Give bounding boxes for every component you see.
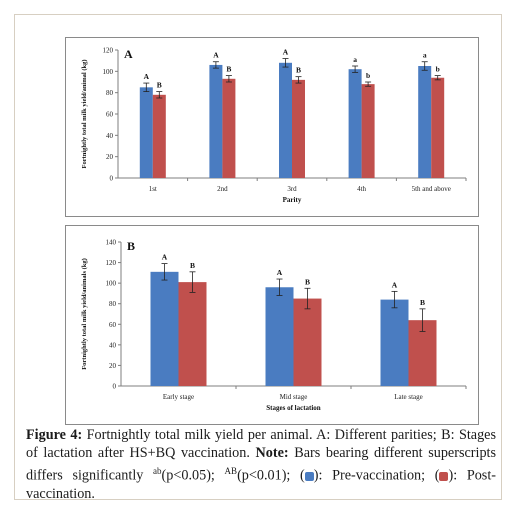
bar xyxy=(431,77,445,178)
significance-label: B xyxy=(296,66,301,75)
superscript-AB: AB xyxy=(224,466,238,476)
significance-label: B xyxy=(420,298,425,307)
significance-label: B xyxy=(157,81,162,90)
figure-frame: 0 20 40 60 80 100 120 1st A B 2nd A B 3rd A B 4th a b 5th a… xyxy=(14,14,502,500)
significance-label: b xyxy=(366,71,370,80)
chart-panel-b: 0 20 40 60 80 100 120 140 Early stage A B Mid stage… xyxy=(65,225,479,425)
bar xyxy=(178,282,207,386)
significance-label: a xyxy=(353,55,357,64)
y-tick-label: 0 xyxy=(110,175,114,183)
note-label: Note: xyxy=(255,445,289,461)
x-axis-title: Stages of lactation xyxy=(266,404,321,412)
legend-post-text: ): Post-vaccination. xyxy=(26,467,496,502)
significance-label: B xyxy=(190,261,195,270)
x-tick-label: 4th xyxy=(357,185,366,193)
caption-text-2: Bars bearing different superscripts diff… xyxy=(26,445,496,484)
significance-label: A xyxy=(277,268,283,277)
y-axis-title: Fortnightly total milk yield/animal (kg) xyxy=(81,59,88,168)
x-tick-label: Late stage xyxy=(394,393,423,401)
significance-label: A xyxy=(213,51,219,60)
figure-label: Figure 4: xyxy=(26,427,83,443)
bar xyxy=(279,62,292,178)
x-tick-label: 5th and above xyxy=(412,185,451,193)
y-tick-label: 60 xyxy=(109,321,117,329)
x-tick-label: Mid stage xyxy=(280,393,308,401)
p-value-2: (p<0.01); ( xyxy=(237,467,305,484)
y-axis-title: Fortnightly total milk yield/animals (kg… xyxy=(81,258,88,370)
bar xyxy=(293,298,322,386)
y-tick-label: 100 xyxy=(106,280,117,288)
pre-vaccination-swatch xyxy=(304,471,314,481)
chart-b-svg: 0 20 40 60 80 100 120 140 Early stage A B Mid stage… xyxy=(81,239,467,412)
y-tick-label: 20 xyxy=(106,153,114,161)
bar xyxy=(222,78,236,178)
bar xyxy=(361,84,375,178)
significance-label: B xyxy=(226,65,231,74)
y-tick-label: 80 xyxy=(109,300,117,308)
y-tick-label: 20 xyxy=(109,362,117,370)
x-axis-title: Parity xyxy=(283,196,302,204)
significance-label: a xyxy=(423,51,427,60)
bar xyxy=(292,79,305,178)
figure-caption: Figure 4: Fortnightly total milk yield p… xyxy=(26,426,496,503)
significance-label: B xyxy=(305,277,310,286)
y-tick-label: 100 xyxy=(103,68,114,76)
bar xyxy=(150,271,179,386)
bar xyxy=(139,87,153,178)
bar xyxy=(265,287,294,386)
legend-pre-text: ): Pre-vaccination; ( xyxy=(313,467,440,484)
x-tick-label: 1st xyxy=(149,185,157,193)
y-tick-label: 40 xyxy=(106,132,114,140)
panel-label: B xyxy=(127,239,135,253)
x-tick-label: 3rd xyxy=(287,185,297,193)
y-tick-label: 80 xyxy=(106,89,114,97)
post-vaccination-swatch xyxy=(439,471,449,481)
significance-label: A xyxy=(162,253,168,262)
bar xyxy=(418,66,432,178)
bar xyxy=(209,64,223,178)
bar xyxy=(152,94,166,178)
significance-label: A xyxy=(144,72,150,81)
p-value-1: (p<0.05); xyxy=(161,467,225,484)
y-tick-label: 60 xyxy=(106,111,114,119)
superscript-ab: ab xyxy=(153,466,162,476)
bar xyxy=(348,69,362,178)
bar xyxy=(380,299,409,386)
x-tick-label: Early stage xyxy=(163,393,194,401)
y-tick-label: 140 xyxy=(106,239,117,247)
significance-label: A xyxy=(283,48,289,57)
x-tick-label: 2nd xyxy=(217,185,228,193)
significance-label: b xyxy=(436,65,440,74)
y-tick-label: 40 xyxy=(109,341,117,349)
y-tick-label: 120 xyxy=(106,259,117,267)
y-tick-label: 0 xyxy=(113,383,117,391)
panel-label: A xyxy=(124,47,133,61)
chart-panel-a: 0 20 40 60 80 100 120 1st A B 2nd A B 3rd A B 4th a b 5th a… xyxy=(65,37,479,217)
caption-text-1: Fortnightly total milk yield per animal.… xyxy=(26,427,496,461)
y-tick-label: 120 xyxy=(103,47,114,55)
significance-label: A xyxy=(392,280,398,289)
